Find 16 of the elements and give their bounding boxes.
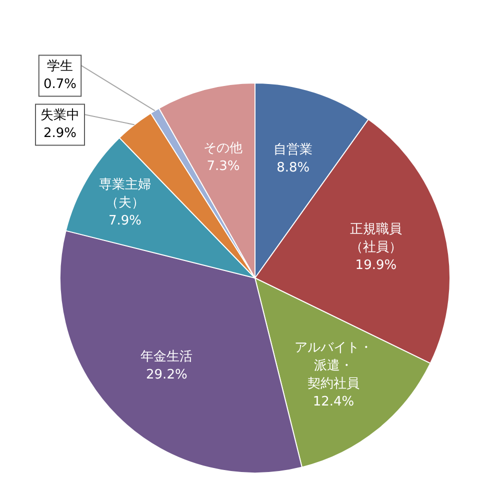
slice-label: 年金生活 [140,350,193,365]
slice-label: アルバイト・派遣・契約社員 [294,340,373,392]
data-label: 29.2% [146,368,188,383]
slice-label: 失業中 [40,108,80,124]
slice-label: 学生 [47,59,73,74]
data-label: 7.9% [108,213,142,228]
data-label: 8.8% [276,160,310,176]
slice-label: 正規職員（社員） [350,222,402,255]
data-label: 12.4% [312,394,354,410]
data-label: 0.7% [43,77,77,92]
slice-label: 自営業 [274,142,313,158]
data-label: 7.3% [206,158,240,174]
data-label: 2.9% [43,126,77,142]
slice-label: その他 [204,140,243,156]
slice-label: 専業主婦（夫） [98,176,151,210]
data-label: 19.9% [355,258,397,273]
